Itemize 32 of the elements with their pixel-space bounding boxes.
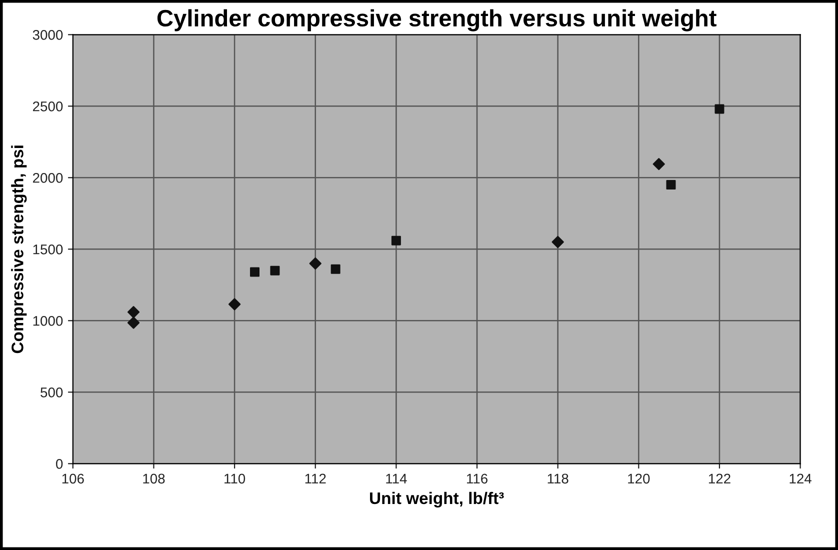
x-tick-label: 112 [305,474,326,484]
y-tick-label: 1500 [33,244,63,254]
x-tick-label: 106 [62,474,84,484]
y-tick-label: 1000 [33,316,63,326]
point [127,316,140,329]
y-tick-label: 0 [56,458,63,469]
point [666,180,676,190]
x-tick-label: 116 [466,474,488,484]
x-tick-label: 110 [224,474,246,484]
point [127,306,140,318]
x-tick-label: 120 [628,474,650,484]
x-tick-label: 114 [386,474,407,484]
point [270,266,280,276]
y-axis-title: Compressive strength, psi [11,146,27,354]
x-tick-label: 118 [548,474,568,484]
chart-title: Cylinder compressive strength versus unit weight [157,9,716,32]
point [552,236,564,248]
y-tick-label: 2500 [32,101,63,112]
point [714,104,724,114]
point [309,257,322,270]
point [250,267,260,277]
y-tick-label: 2000 [32,172,63,183]
x-axis-title: Unit weight, lb/ft³ [370,492,504,508]
y-tick-label: 3000 [32,30,63,40]
point [228,298,241,310]
point [652,158,665,170]
x-tick-label: 122 [708,474,730,484]
point [391,236,401,246]
x-tick-label: 108 [143,474,165,484]
x-tick-label: 124 [790,474,812,484]
y-tick-label: 500 [40,387,63,398]
point [330,264,340,274]
